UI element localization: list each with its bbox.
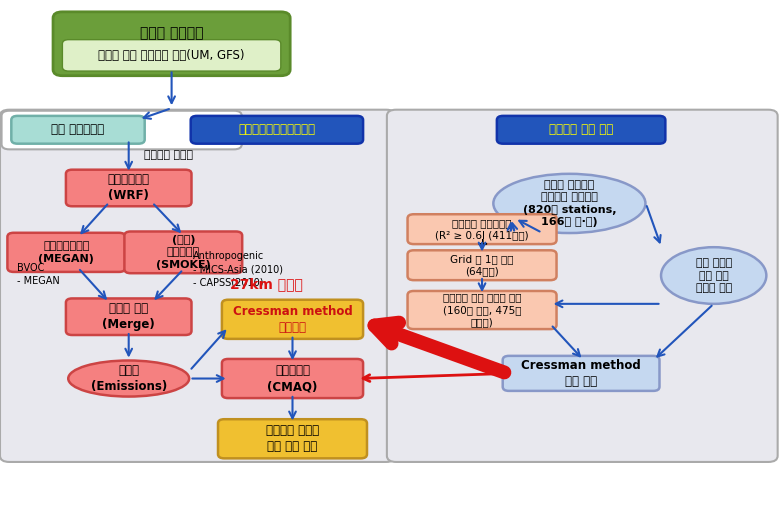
FancyBboxPatch shape: [62, 40, 281, 71]
FancyBboxPatch shape: [407, 250, 556, 280]
Text: BVOC
- MEGAN: BVOC - MEGAN: [17, 263, 60, 286]
FancyBboxPatch shape: [8, 233, 126, 272]
Text: 기상청 예측자료: 기상청 예측자료: [140, 26, 204, 41]
FancyBboxPatch shape: [222, 359, 363, 398]
FancyBboxPatch shape: [502, 356, 659, 391]
Text: 자료동화 적용에
따른 결과 분석: 자료동화 적용에 따른 결과 분석: [266, 424, 319, 453]
Text: 다중모델 앙상블: 다중모델 앙상블: [144, 150, 193, 160]
Text: 자료동화 적용 과정: 자료동화 적용 과정: [549, 123, 613, 136]
Text: 자료동화 적용 측정소 자료
(160개 성시, 475개
측정소): 자료동화 적용 측정소 자료 (160개 성시, 475개 측정소): [443, 293, 521, 328]
Text: 배출량
(Emissions): 배출량 (Emissions): [90, 364, 167, 393]
Text: +: +: [477, 237, 488, 251]
FancyBboxPatch shape: [2, 111, 242, 149]
FancyBboxPatch shape: [124, 232, 242, 273]
FancyBboxPatch shape: [218, 419, 367, 458]
FancyBboxPatch shape: [407, 214, 556, 244]
Text: Anthropogenic
- MICS-Asia (2010)
- CAPSS(2010): Anthropogenic - MICS-Asia (2010) - CAPSS…: [193, 251, 282, 287]
FancyBboxPatch shape: [497, 116, 665, 144]
FancyBboxPatch shape: [12, 116, 145, 144]
Ellipse shape: [493, 174, 645, 233]
FancyBboxPatch shape: [387, 110, 778, 462]
Text: 배출량 합산
(Merge): 배출량 합산 (Merge): [102, 302, 155, 331]
Text: 자연배출량모델
(MEGAN): 자연배출량모델 (MEGAN): [38, 241, 94, 264]
Text: 기상 데이터수집: 기상 데이터수집: [51, 123, 105, 136]
Ellipse shape: [661, 247, 766, 304]
Text: Grid 내 1개 지점
(64개소): Grid 내 1개 지점 (64개소): [450, 254, 514, 277]
FancyBboxPatch shape: [53, 12, 290, 76]
FancyBboxPatch shape: [0, 110, 395, 462]
FancyBboxPatch shape: [407, 291, 556, 329]
Text: 대기질예보모델링시스템: 대기질예보모델링시스템: [239, 123, 315, 136]
Text: 27km 도메인: 27km 도메인: [230, 278, 303, 291]
FancyBboxPatch shape: [222, 300, 363, 339]
Text: 전지구 기상 예측자료 수신(UM, GFS): 전지구 기상 예측자료 수신(UM, GFS): [98, 49, 245, 62]
Text: (인위)
배출량모델
(SMOKE): (인위) 배출량모델 (SMOKE): [156, 235, 211, 270]
FancyBboxPatch shape: [66, 169, 192, 206]
FancyBboxPatch shape: [66, 299, 192, 335]
Text: Cressman method
모듈적용: Cressman method 모듈적용: [232, 305, 353, 334]
Text: 대기질모델
(CMAQ): 대기질모델 (CMAQ): [268, 364, 317, 393]
Ellipse shape: [69, 360, 190, 397]
Text: 중국의 측정소별
관측자료 품질검사
(820개 stations,
166개 성·시): 중국의 측정소별 관측자료 품질검사 (820개 stations, 166개 …: [523, 180, 616, 227]
Text: 지역기상모델
(WRF): 지역기상모델 (WRF): [108, 174, 150, 202]
Text: Cressman method
모듈 개발: Cressman method 모듈 개발: [521, 359, 641, 388]
Text: 품질검사 측정소자료
(R² ≥ 0.6l (411개수): 품질검사 측정소자료 (R² ≥ 0.6l (411개수): [435, 218, 529, 241]
Text: 대표 지점별
자료 통화
대표값 선정: 대표 지점별 자료 통화 대표값 선정: [696, 258, 732, 293]
FancyBboxPatch shape: [191, 116, 363, 144]
